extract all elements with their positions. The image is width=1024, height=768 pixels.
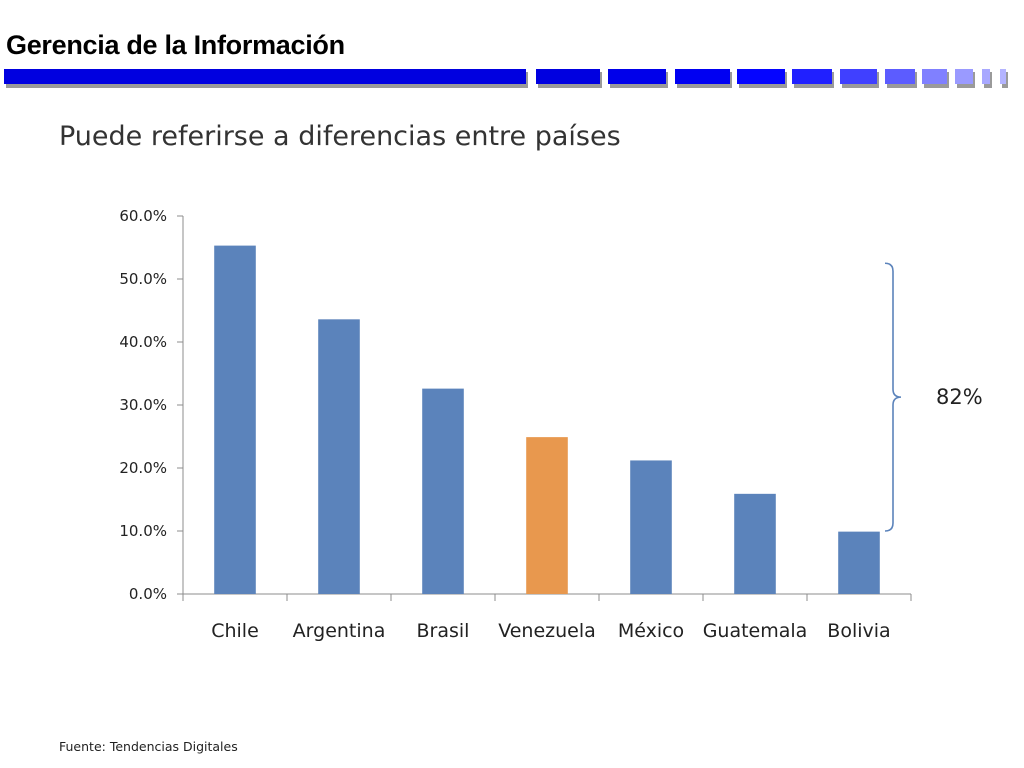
bar-chile	[214, 245, 256, 595]
y-tick-label: 50.0%	[119, 270, 167, 288]
header-segment	[885, 69, 915, 84]
y-tick-label: 20.0%	[119, 459, 167, 477]
slide-subtitle: Puede referirse a diferencias entre país…	[59, 121, 621, 152]
y-tick-label: 30.0%	[119, 396, 167, 414]
header-segment	[792, 69, 832, 84]
brace-label: 82%	[936, 385, 983, 409]
bar-argentina	[318, 319, 360, 594]
bar-brasil	[422, 388, 464, 594]
header-segment	[840, 69, 877, 84]
x-category-label: Brasil	[417, 620, 470, 642]
header-segment	[955, 69, 973, 84]
header-bar-segments	[4, 69, 1008, 88]
header-segment	[1000, 69, 1006, 84]
y-tick-label: 40.0%	[119, 333, 167, 351]
x-category-label: Bolivia	[827, 620, 890, 642]
y-tick-label: 0.0%	[129, 585, 167, 603]
header-segment	[4, 69, 526, 84]
header-segment	[982, 69, 990, 84]
source-note: Fuente: Tendencias Digitales	[59, 739, 238, 754]
range-brace	[884, 262, 902, 532]
bar-méxico	[630, 460, 672, 594]
bar-venezuela	[526, 437, 568, 594]
header-segment	[675, 69, 730, 84]
chart-labels: 0.0% 10.0% 20.0% 30.0% 40.0% 50.0% 60.0% Chile A…	[119, 207, 890, 642]
y-tick-label: 10.0%	[119, 522, 167, 540]
x-category-label: México	[618, 620, 684, 642]
header-bar	[4, 69, 1008, 88]
header-segment	[608, 69, 666, 84]
chart-annotation: 82%	[884, 262, 983, 532]
y-tick-label: 60.0%	[119, 207, 167, 225]
x-category-label: Guatemala	[703, 620, 808, 642]
header-segment	[922, 69, 947, 84]
header-segment	[737, 69, 785, 84]
x-category-label: Argentina	[293, 620, 386, 642]
chart-bars	[214, 245, 880, 595]
x-category-label: Chile	[211, 620, 259, 642]
header-segment	[536, 69, 600, 84]
bar-bolivia	[838, 531, 880, 594]
x-category-label: Venezuela	[498, 620, 596, 642]
header-title: Gerencia de la Información	[6, 30, 345, 60]
bar-guatemala	[734, 493, 776, 594]
